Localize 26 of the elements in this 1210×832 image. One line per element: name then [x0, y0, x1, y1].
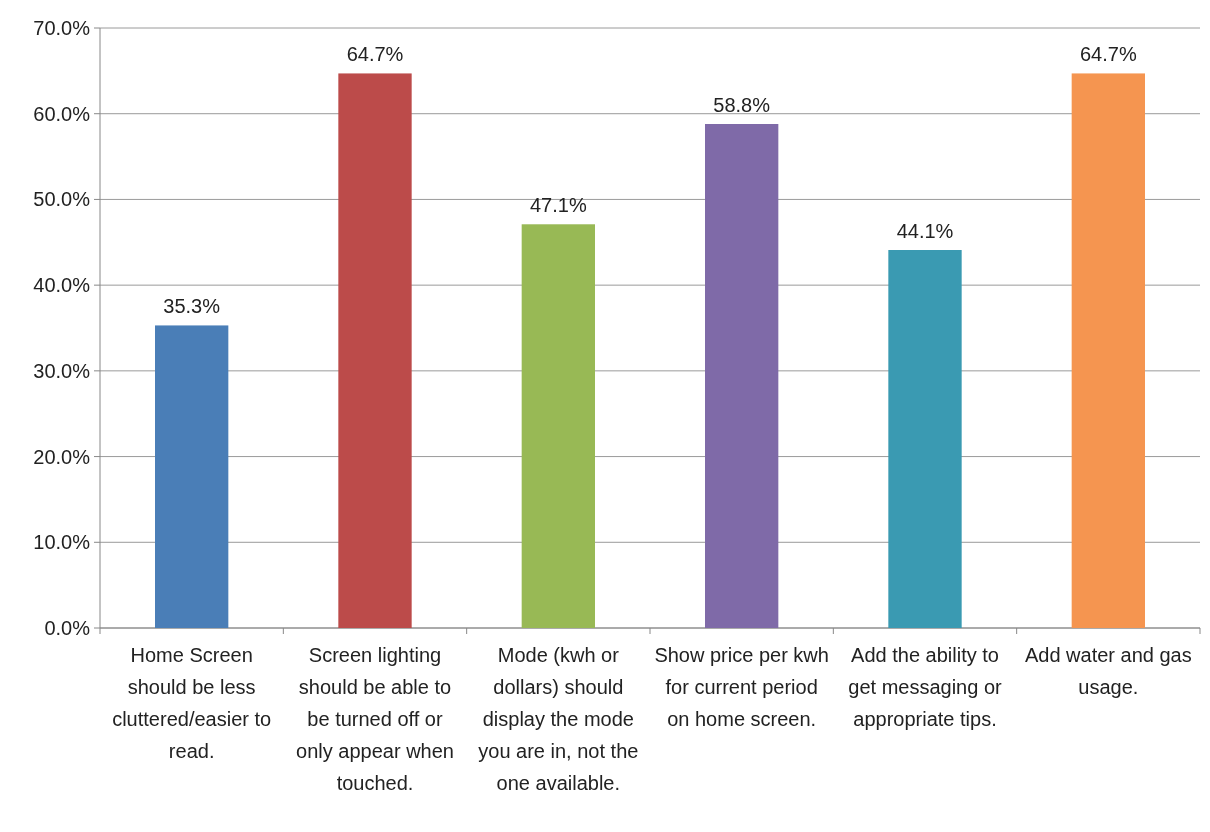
bar	[705, 124, 779, 628]
y-tick-label: 0.0%	[44, 617, 91, 639]
x-tick-label: Screen lighting should be able to be turned off or only appear when touched.	[296, 644, 454, 794]
data-label: 64.7%	[346, 43, 404, 66]
x-tick-label: Show price per kwh for current period on home screen.	[654, 644, 829, 730]
y-tick-label: 10.0%	[33, 531, 91, 554]
bar	[521, 224, 595, 628]
data-label: 64.7%	[1079, 43, 1137, 66]
data-label: 44.1%	[896, 220, 954, 242]
bar	[1071, 73, 1145, 628]
y-tick-label: 60.0%	[33, 102, 91, 125]
x-tick-label: Add water and gas usage.	[1024, 644, 1192, 698]
y-tick-label: 20.0%	[33, 445, 91, 468]
x-tick-label: Home Screen should be less cluttered/easier to read.	[112, 644, 272, 762]
data-label: 58.8%	[713, 94, 771, 116]
x-tick-label: Add the ability to get messaging or appropriate tips.	[848, 644, 1003, 730]
bar	[338, 73, 412, 628]
y-tick-label: 40.0%	[33, 274, 91, 297]
x-tick-label: Mode (kwh or dollars) should display the mode you are in, not the one available.	[478, 644, 639, 794]
bar	[888, 250, 962, 628]
data-label: 35.3%	[163, 295, 221, 318]
y-tick-label: 50.0%	[33, 188, 91, 211]
data-label: 47.1%	[529, 194, 587, 217]
y-tick-label: 70.0%	[33, 17, 91, 39]
y-tick-label: 30.0%	[33, 359, 91, 382]
bar	[155, 325, 229, 628]
